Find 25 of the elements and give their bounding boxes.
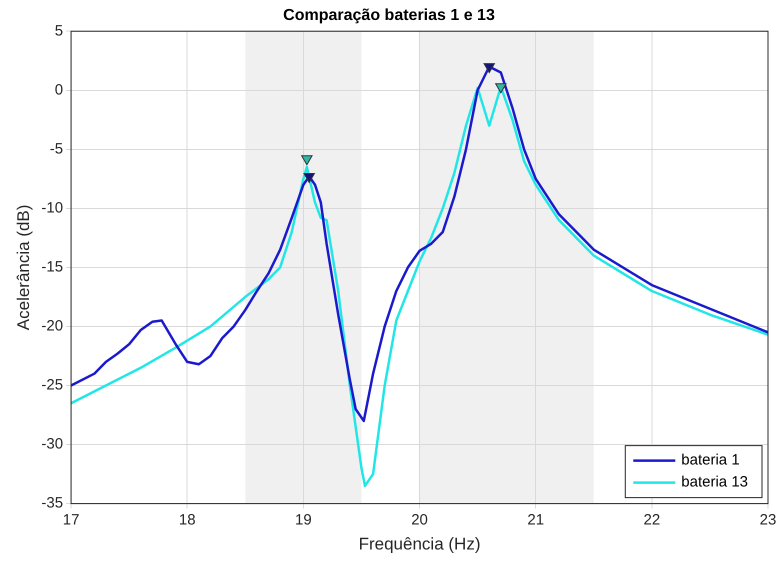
x-tick-label: 23 [760,512,776,529]
y-tick-label: -15 [41,258,64,276]
y-tick-label: -25 [41,376,64,394]
x-tick-label: 22 [644,512,660,529]
point [484,63,495,74]
y-tick-label: -5 [50,140,64,158]
y-tick-label: -30 [41,436,64,453]
x-tick-label: 20 [411,512,428,529]
point [301,155,313,166]
point [495,83,507,94]
y-axis-title: Acelerância (dB) [14,204,33,330]
x-axis-title: Frequência (Hz) [358,534,480,554]
y-tick-label: 5 [54,22,64,40]
chart-title: Comparação baterias 1 e 13 [283,7,495,24]
legend-label: bateria 1 [681,452,740,469]
x-tick-label: 17 [62,512,80,529]
x-tick-label: 19 [295,512,312,529]
y-tick-label: 0 [54,81,64,98]
legend-label: bateria 13 [681,474,748,491]
y-tick-label: -35 [41,494,64,512]
point [304,172,315,183]
x-tick-label: 18 [178,512,196,529]
y-tick-label: -10 [41,199,64,216]
x-tick-label: 21 [527,512,544,529]
y-tick-label: -20 [41,318,64,335]
